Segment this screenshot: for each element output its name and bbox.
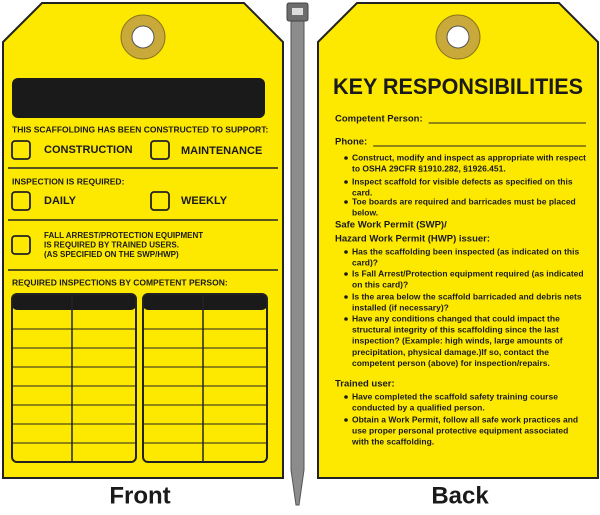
- table-header: [12, 294, 136, 310]
- hole: [446, 25, 470, 49]
- table-header-text: DATE: [162, 297, 185, 307]
- field-label: Phone:: [335, 137, 367, 148]
- back-tag: [317, 2, 599, 479]
- cable-tie: [290, 19, 305, 506]
- bullet-text: Have any conditions changed that could i…: [352, 313, 560, 323]
- hole: [131, 25, 155, 49]
- table: [11, 293, 137, 463]
- table-header-text: INITIALS: [86, 297, 122, 307]
- bullet-dot: [344, 418, 348, 422]
- bullet-text: Obtain a Work Permit, follow all safe wo…: [352, 414, 578, 424]
- bullet-text: Construct, modify and inspect as appropr…: [352, 152, 586, 162]
- bullet-text: competent person (above) for inspection/…: [352, 358, 550, 368]
- bullet-dot: [344, 180, 348, 184]
- section-label: REQUIRED INSPECTIONS BY COMPETENT PERSON…: [12, 277, 228, 287]
- fall-arrest-text: (AS SPECIFIED ON THE SWP/HWP): [44, 250, 179, 259]
- bullet-dot: [344, 317, 348, 321]
- bullet-dot: [344, 295, 348, 299]
- bullet-text: Have completed the scaffold safety train…: [352, 391, 558, 401]
- checkbox[interactable]: [150, 140, 170, 160]
- bullet-text: card.: [352, 187, 372, 197]
- table-header-text: DATE: [31, 297, 54, 307]
- bullet-text: Is the area below the scaffold barricade…: [352, 291, 582, 301]
- table: [142, 293, 268, 463]
- bullet-text: to OSHA 29CFR §1910.282, §1926.451.: [352, 163, 506, 173]
- bullet-text: Is Fall Arrest/Protection equipment requ…: [352, 268, 584, 278]
- bullet-text: inspection? (Example: high winds, large …: [352, 336, 563, 346]
- section-label: THIS SCAFFOLDING HAS BEEN CONSTRUCTED TO…: [12, 124, 268, 134]
- bullet-dot: [344, 200, 348, 204]
- checkbox[interactable]: [150, 191, 170, 211]
- table-header-text: INITIALS: [217, 297, 253, 307]
- section-heading: Safe Work Permit (SWP)/: [335, 220, 447, 231]
- bullet-dot: [344, 250, 348, 254]
- option-label: WEEKLY: [181, 195, 228, 207]
- bullet-text: installed (if necessary)?: [352, 302, 449, 312]
- caption: Back: [431, 482, 489, 509]
- checkbox[interactable]: [11, 140, 31, 160]
- bullet-text: on this card)?: [352, 279, 408, 289]
- caption: Front: [109, 482, 170, 509]
- bullet-text: use proper personal protective equipment…: [352, 425, 568, 435]
- front-tag: [2, 2, 284, 479]
- option-label: CONSTRUCTION: [44, 144, 133, 156]
- bullet-text: below.: [352, 207, 378, 217]
- bullet-text: with the scaffolding.: [351, 437, 434, 447]
- table-header: [143, 294, 267, 310]
- bullet-text: Inspect scaffold for visible defects as …: [352, 176, 573, 186]
- option-label: MAINTENANCE: [181, 145, 262, 157]
- bullet-text: Has the scaffolding been inspected (as i…: [352, 246, 579, 256]
- section-label: INSPECTION IS REQUIRED:: [12, 176, 125, 186]
- bullet-text: conducted by a qualified person.: [352, 402, 485, 412]
- bullet-dot: [344, 272, 348, 276]
- tag-title: KEY RESPONSIBILITIES: [333, 74, 583, 99]
- cable-tie-slot: [292, 8, 303, 15]
- fall-arrest-text: FALL ARREST/PROTECTION EQUIPMENT: [44, 231, 203, 240]
- field-label: Competent Person:: [335, 114, 423, 125]
- title-box: [12, 78, 265, 118]
- checkbox[interactable]: [11, 191, 31, 211]
- bullet-text: Toe boards are required and barricades m…: [352, 196, 576, 206]
- bullet-dot: [344, 156, 348, 160]
- checkbox[interactable]: [11, 235, 31, 255]
- section-heading: Hazard Work Permit (HWP) issuer:: [335, 234, 490, 245]
- fall-arrest-text: IS REQUIRED BY TRAINED USERS.: [44, 241, 179, 250]
- option-label: DAILY: [44, 195, 77, 207]
- bullet-text: card)?: [352, 257, 378, 267]
- bullet-text: structural integrity of this scaffolding…: [352, 324, 559, 334]
- section-heading: Trained user:: [335, 379, 395, 390]
- bullet-text: precipitation, physical damage.)If so, c…: [352, 347, 549, 357]
- tag-title: SCAFFOLD INSPECTION: [20, 87, 257, 109]
- bullet-dot: [344, 395, 348, 399]
